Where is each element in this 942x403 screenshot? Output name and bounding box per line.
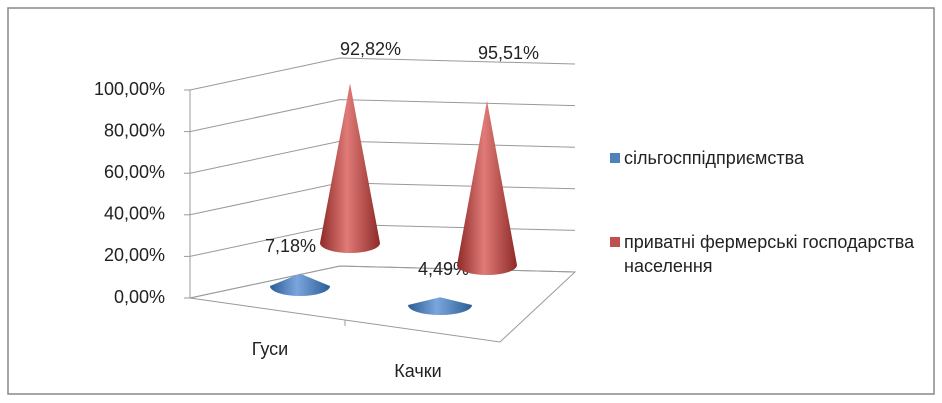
- legend-swatch: [610, 153, 620, 163]
- grid-line: [189, 223, 576, 257]
- y-tick-label: 20,00%: [104, 245, 165, 265]
- grid-line: [189, 57, 576, 91]
- data-label: 4,49%: [418, 259, 469, 279]
- cone: [270, 273, 330, 296]
- x-tick-label: Качки: [394, 361, 441, 381]
- data-label: 92,82%: [340, 39, 401, 59]
- legend-item: сільгосппідприємства: [610, 146, 920, 170]
- grid-line: [189, 140, 576, 174]
- legend-label: сільгосппідприємства: [624, 148, 805, 168]
- cone: [320, 83, 380, 253]
- legend-label: приватні фермерські господарства населен…: [624, 232, 915, 276]
- legend-item: приватні фермерські господарства населен…: [610, 230, 920, 278]
- cone: [408, 297, 472, 315]
- y-tick-label: 0,00%: [114, 287, 165, 307]
- chart-border: [7, 7, 935, 395]
- cone: [457, 100, 517, 275]
- y-tick-label: 60,00%: [104, 162, 165, 182]
- y-tick-label: 40,00%: [104, 204, 165, 224]
- grid-line: [189, 99, 576, 133]
- data-label: 95,51%: [478, 43, 539, 63]
- data-label: 7,18%: [265, 236, 316, 256]
- grid-line: [189, 182, 576, 216]
- grid-line: [189, 265, 576, 299]
- x-tick-label: Гуси: [252, 339, 288, 359]
- y-tick-label: 80,00%: [104, 120, 165, 140]
- floor: [189, 265, 577, 343]
- legend-swatch: [610, 237, 620, 247]
- y-tick-label: 100,00%: [94, 79, 165, 99]
